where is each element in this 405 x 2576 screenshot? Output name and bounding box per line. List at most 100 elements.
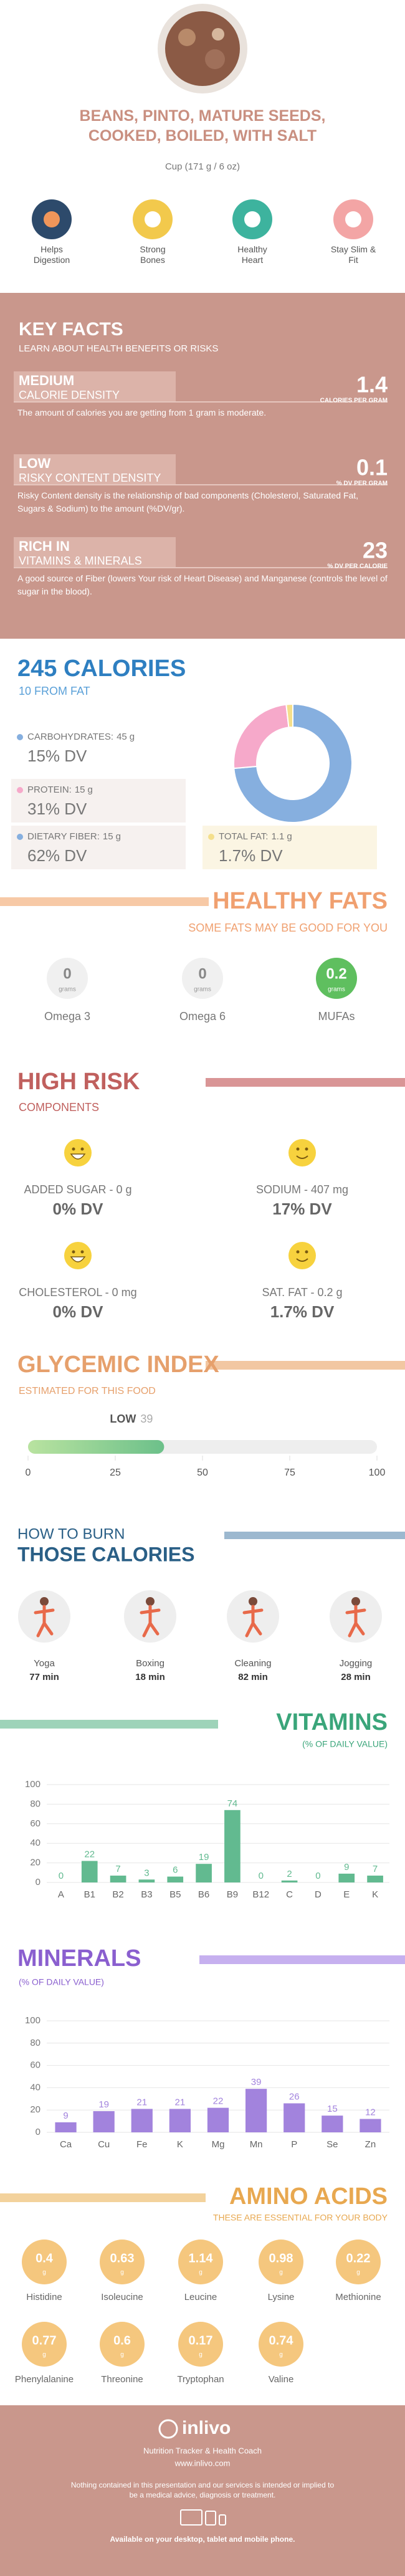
macro-label: TOTAL FAT: 1.1 g [219, 831, 292, 842]
amino-unit: g [120, 2352, 124, 2359]
logo-icon [158, 2419, 178, 2439]
bar [110, 1876, 126, 1882]
smiley-eye [305, 1147, 308, 1151]
vitamins-subtitle: (% OF DAILY VALUE) [302, 1739, 388, 1749]
high-risk-title: HIGH RISK [17, 1069, 140, 1095]
amino-unit: g [279, 2269, 283, 2276]
smiley-eye [80, 1250, 84, 1254]
x-tick-label: B9 [227, 1889, 238, 1900]
fat-unit: grams [59, 986, 76, 993]
activity-time: 82 min [238, 1672, 268, 1682]
x-tick-label: Mn [250, 2139, 263, 2150]
legend-dot [17, 734, 23, 740]
fact-value: 23 [363, 538, 388, 563]
amino-unit: g [42, 2352, 46, 2359]
bar [367, 1876, 383, 1882]
bar-value-label: 0 [59, 1871, 64, 1881]
benefit-icon-detail [244, 211, 260, 227]
activity-time: 77 min [29, 1672, 59, 1682]
footer-availability: Available on your desktop, tablet and mo… [110, 2535, 295, 2544]
x-tick-label: B5 [169, 1889, 181, 1900]
fact-value: 0.1 [356, 455, 388, 480]
amino-circle [22, 2240, 67, 2284]
amino-value: 0.22 [346, 2251, 371, 2265]
fat-value: 0 [63, 965, 71, 982]
x-tick-label: Se [326, 2139, 338, 2150]
smiley-eye [72, 1147, 75, 1151]
fat-name: Omega 6 [179, 1010, 226, 1023]
benefit-label: Helps Digestion [33, 244, 70, 265]
key-facts-title: KEY FACTS [19, 319, 123, 340]
activity-figure [242, 1605, 264, 1638]
amino-unit: g [356, 2269, 360, 2276]
smiley-mouth [296, 1258, 308, 1262]
device-icon [205, 2511, 216, 2526]
amino-circle [178, 2240, 223, 2284]
smiley-mouth [296, 1155, 308, 1159]
macro-unit: g [88, 785, 93, 795]
amino-value: 0.17 [189, 2334, 213, 2347]
benefit-label: Stay Slim & Fit [330, 244, 376, 265]
amino-value: 0.98 [269, 2251, 293, 2265]
smiley [64, 1242, 92, 1269]
bar [169, 2109, 191, 2132]
fact-level: MEDIUM [19, 373, 74, 388]
x-tick-label: K [177, 2139, 183, 2150]
bar-value-label: 19 [199, 1852, 209, 1863]
amino-name: Phenylalanine [15, 2374, 74, 2385]
legend-dot [208, 834, 214, 840]
y-tick-label: 40 [30, 1838, 40, 1848]
minerals-subtitle: (% OF DAILY VALUE) [19, 1977, 104, 1987]
bar [224, 1810, 241, 1882]
fact-label-bg-line [14, 401, 388, 403]
bar [322, 2116, 343, 2132]
macro-label: CARBOHYDRATES: 45 g [27, 732, 135, 742]
smiley [64, 1139, 92, 1166]
legend-dot [17, 787, 23, 793]
healthy-fats-subtitle: SOME FATS MAY BE GOOD FOR YOU [188, 922, 388, 934]
amino-unit: g [199, 2352, 202, 2359]
macro-name: CARBOHYDRATES: [27, 732, 113, 742]
bar [360, 2119, 381, 2132]
amino-value: 0.63 [110, 2251, 135, 2265]
y-tick-label: 60 [30, 2060, 40, 2071]
x-tick-label: B3 [141, 1889, 152, 1900]
bar [245, 2089, 267, 2132]
pie-slice [233, 703, 353, 823]
y-tick-label: 80 [30, 2038, 40, 2048]
vitamins-title: VITAMINS [276, 1709, 388, 1735]
bar [131, 2109, 153, 2132]
bar [207, 2107, 229, 2132]
bar-value-label: 7 [373, 1864, 378, 1874]
macro-value: 45 [117, 732, 127, 742]
risk-dv: 1.7% DV [270, 1302, 335, 1321]
amino-value: 1.14 [189, 2251, 214, 2265]
smiley-mouth [70, 1153, 86, 1160]
healthy-fats-title: HEALTHY FATS [212, 888, 388, 914]
amino-name: Histidine [26, 2292, 62, 2302]
fact-text-box: Risky Content density is the relationshi… [17, 490, 358, 513]
benefit-icon-detail [145, 211, 161, 227]
amino-unit: g [199, 2269, 202, 2276]
amino-name: Methionine [335, 2292, 381, 2302]
amino-name: Valine [269, 2374, 294, 2385]
bar-value-label: 74 [227, 1798, 238, 1809]
legend-dot [17, 834, 23, 840]
y-tick-label: 100 [25, 1779, 40, 1790]
activity-name: Yoga [34, 1658, 55, 1669]
device-icon [219, 2514, 226, 2526]
footer-tagline: Nutrition Tracker & Health Coach [143, 2446, 262, 2455]
bar [93, 2111, 115, 2132]
gi-title: GLYCEMIC INDEX [17, 1352, 219, 1378]
bar-value-label: 0 [315, 1871, 320, 1881]
benefit-label-box: Stay Slim & Fit [330, 244, 376, 265]
macro-dv: 62% DV [27, 846, 87, 865]
amino-name: Tryptophan [177, 2374, 224, 2385]
macro-value: 15 [103, 831, 113, 842]
amino-subtitle: THESE ARE ESSENTIAL FOR YOUR BODY [213, 2213, 388, 2223]
x-tick-label: Ca [60, 2139, 72, 2150]
activity-head [351, 1597, 360, 1606]
activity-time: 28 min [341, 1672, 371, 1682]
amino-title: AMINO ACIDS [229, 2183, 388, 2210]
